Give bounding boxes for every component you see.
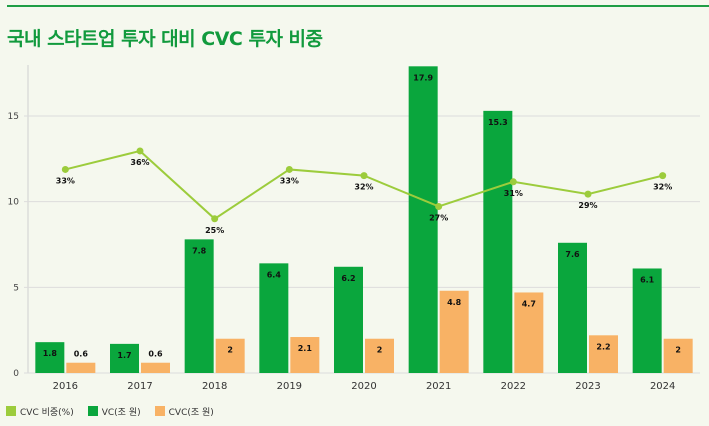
line-point	[659, 172, 667, 180]
legend-item[interactable]: VC(조 원)	[87, 405, 141, 418]
x-tick-label: 2016	[53, 381, 78, 392]
data-label: 2	[377, 346, 383, 355]
bar-cvc	[141, 362, 170, 373]
data-label: 4.8	[447, 298, 462, 307]
legend: CVC 비중(%) VC(조 원) CVC(조 원)	[6, 405, 214, 418]
line-point	[509, 178, 517, 186]
x-tick-label: 2022	[501, 381, 526, 392]
bar-cvc	[215, 338, 245, 373]
line-point	[211, 215, 219, 223]
data-label: 15.3	[488, 118, 508, 127]
bar-cvc	[439, 290, 469, 373]
line-label: 25%	[205, 226, 224, 235]
legend-label: CVC 비중(%)	[20, 408, 74, 418]
y-tick-label: 15	[8, 112, 19, 122]
line-label: 32%	[354, 183, 373, 192]
bar-cvc	[514, 292, 544, 373]
bar-cvc	[589, 335, 618, 373]
line-point	[584, 190, 592, 198]
x-tick-label: 2024	[650, 381, 675, 392]
bar-vc	[35, 342, 65, 373]
data-label: 2	[675, 346, 681, 355]
data-label: 4.7	[522, 299, 536, 308]
y-tick-label: 5	[13, 283, 19, 293]
legend-item[interactable]: CVC(조 원)	[154, 405, 214, 418]
x-tick-label: 2021	[426, 381, 451, 392]
x-tick-label: 2023	[575, 381, 600, 392]
chart-title: 국내 스타트업 투자 대비 CVC 투자 비중	[7, 28, 323, 50]
data-label: 1.7	[117, 351, 131, 360]
x-tick-label: 2018	[202, 381, 227, 392]
data-label: 6.2	[341, 274, 355, 283]
bar-vc	[110, 343, 139, 373]
bar-vc	[558, 242, 587, 373]
line-label: 27%	[429, 213, 448, 222]
y-tick-label: 0	[13, 369, 19, 379]
bar-vc	[483, 110, 513, 374]
line-label: 36%	[130, 158, 149, 167]
line-label: 32%	[653, 183, 672, 192]
legend-swatch	[6, 406, 16, 416]
line-label: 33%	[56, 176, 75, 185]
data-label: 6.4	[267, 270, 282, 279]
data-label: 7.8	[192, 246, 207, 255]
bar-cvc	[365, 338, 394, 373]
bar-vc	[334, 266, 363, 373]
bar-vc	[259, 263, 289, 373]
legend-label: CVC(조 원)	[168, 408, 214, 418]
legend-label: VC(조 원)	[101, 408, 141, 418]
x-tick-label: 2017	[127, 381, 152, 392]
data-label: 2.1	[298, 344, 313, 353]
bar-cvc	[290, 337, 320, 373]
line-point	[61, 165, 69, 173]
bar-vc	[184, 239, 214, 373]
top-rule	[7, 5, 709, 7]
line-label: 33%	[280, 176, 299, 185]
data-label: 7.6	[565, 250, 580, 259]
data-label: 0.6	[74, 350, 89, 359]
line-point	[136, 147, 144, 155]
line-label: 29%	[578, 201, 597, 210]
y-tick-label: 10	[8, 198, 20, 208]
bar-vc	[408, 66, 438, 374]
line-label: 31%	[504, 189, 523, 198]
line-point	[360, 172, 368, 180]
line-point	[285, 165, 293, 173]
data-label: 2.2	[596, 342, 610, 351]
legend-swatch	[87, 406, 98, 416]
x-tick-label: 2019	[277, 381, 302, 392]
data-label: 0.6	[148, 350, 163, 359]
bar-cvc	[663, 338, 693, 373]
data-label: 6.1	[640, 275, 655, 284]
bar-vc	[632, 268, 662, 373]
bar-cvc	[66, 362, 96, 373]
data-label: 2	[227, 346, 233, 355]
legend-item[interactable]: CVC 비중(%)	[6, 405, 74, 418]
data-label: 1.8	[43, 349, 58, 358]
data-label: 17.9	[413, 73, 433, 82]
line-point	[435, 202, 443, 210]
x-tick-label: 2020	[351, 381, 376, 392]
legend-swatch	[154, 406, 165, 416]
